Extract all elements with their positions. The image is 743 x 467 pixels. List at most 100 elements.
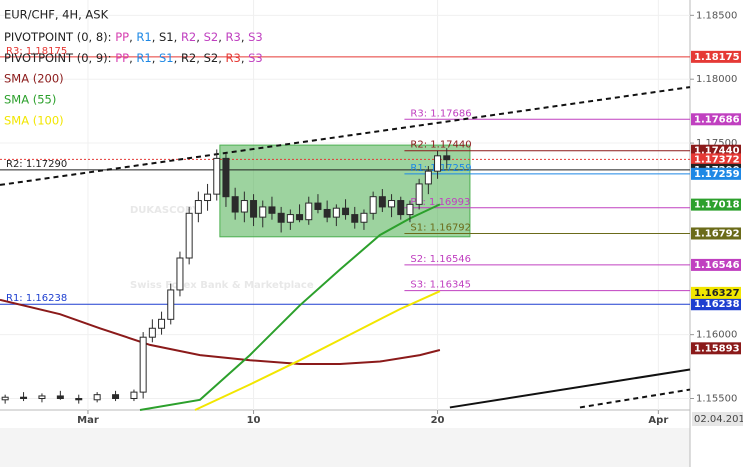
candle-body bbox=[397, 200, 405, 216]
candle-body bbox=[277, 212, 285, 223]
candle-body bbox=[388, 200, 396, 208]
legend-part: , bbox=[129, 30, 136, 44]
legend-part: PP bbox=[115, 30, 129, 44]
price-tag: 1.17259 bbox=[694, 169, 740, 180]
price-tag-bg bbox=[691, 198, 741, 211]
candle-body bbox=[185, 212, 193, 259]
legend-part: , bbox=[129, 51, 136, 65]
legend-part: S1 bbox=[159, 51, 174, 65]
trend-line bbox=[449, 368, 691, 409]
legend-part: S2 bbox=[204, 30, 219, 44]
price-tag-bg bbox=[691, 342, 741, 355]
candle-body bbox=[305, 202, 313, 221]
candle-body bbox=[286, 214, 294, 223]
price-tag: 1.17372 bbox=[694, 154, 740, 165]
price-tag-bg bbox=[691, 298, 741, 311]
sma-line bbox=[194, 290, 441, 411]
legend-part: , bbox=[174, 51, 181, 65]
candle-body bbox=[56, 395, 64, 400]
price-tag-bg bbox=[691, 50, 741, 63]
candle-body bbox=[93, 394, 101, 401]
y-tick-label: 1.18000 bbox=[696, 74, 737, 85]
candle-body bbox=[75, 398, 83, 401]
candle-body bbox=[332, 207, 340, 218]
price-tag-bg bbox=[691, 286, 741, 299]
background-layer: DUKASCOPY Swiss Forex Bank & Marketplace 1… bbox=[0, 0, 737, 426]
legend-entry: SMA (55) bbox=[4, 93, 56, 107]
pivot-label: S2: 1.16546 bbox=[410, 254, 471, 265]
overlay-layer: 1.181751.176861.174401.173721.172901.172… bbox=[4, 8, 743, 426]
candle-body bbox=[342, 207, 350, 216]
legend-part: , bbox=[218, 51, 225, 65]
candle-body bbox=[268, 206, 276, 214]
price-tag: 1.16546 bbox=[694, 260, 740, 271]
price-tag: 1.16238 bbox=[694, 299, 740, 310]
x-tick-label: 20 bbox=[431, 415, 445, 426]
legend-part: R2 bbox=[181, 51, 196, 65]
legend-part: PIVOTPOINT (0, 8): bbox=[4, 30, 115, 44]
candle-body bbox=[213, 157, 221, 195]
price-tag: 1.17686 bbox=[694, 114, 740, 125]
pivot-label: R1: 1.16238 bbox=[6, 293, 67, 304]
candle-body bbox=[139, 336, 147, 393]
legend-part: , bbox=[196, 51, 203, 65]
candle-body bbox=[240, 200, 248, 213]
watermark: Swiss Forex Bank & Marketplace bbox=[130, 280, 314, 291]
candle-body bbox=[369, 196, 377, 214]
candle-body bbox=[351, 214, 359, 223]
y-tick-label: 1.15500 bbox=[696, 394, 737, 405]
y-tick-label: 1.18500 bbox=[696, 10, 737, 21]
legend-part: , bbox=[196, 30, 203, 44]
candle-body bbox=[415, 183, 423, 205]
plot-layer: R3: 1.18175 R3: 1.17686 R2: 1.17440 R2: 1.1… bbox=[0, 46, 691, 411]
candle-body bbox=[443, 155, 451, 161]
trend-line bbox=[579, 388, 691, 409]
legend-part: S1 bbox=[159, 30, 174, 44]
pivot-label: R2: 1.17290 bbox=[6, 159, 67, 170]
watermark: DUKASCOPY bbox=[130, 205, 200, 216]
legend-entry: SMA (100) bbox=[4, 114, 64, 128]
legend-entry: SMA (200) bbox=[4, 72, 64, 86]
date-stamp: 02.04.2018 bbox=[694, 414, 743, 425]
legend-part: R1 bbox=[136, 30, 151, 44]
price-tag-bg bbox=[691, 153, 741, 166]
candle-body bbox=[112, 394, 120, 400]
date-stamp-bg bbox=[692, 412, 743, 426]
legend-part: R3 bbox=[226, 30, 241, 44]
pivot-label: S1: 1.16792 bbox=[410, 222, 471, 233]
price-tag-bg bbox=[691, 113, 741, 126]
candle-body bbox=[259, 206, 267, 218]
legend-part: , bbox=[241, 51, 248, 65]
pivot-label: R3: 1.17686 bbox=[410, 108, 471, 119]
x-tick-label: Apr bbox=[648, 415, 668, 426]
candle-body bbox=[20, 396, 28, 400]
x-tick-label: 10 bbox=[247, 415, 261, 426]
legend-part: R2 bbox=[181, 30, 196, 44]
legend-line: PIVOTPOINT (0, 9): PP, R1, S1, R2, S2, R… bbox=[4, 51, 263, 65]
candle-body bbox=[38, 395, 46, 400]
navigator-panel bbox=[0, 428, 690, 467]
sma-line bbox=[139, 203, 441, 411]
price-tag: 1.15893 bbox=[694, 343, 740, 354]
price-tag: 1.16327 bbox=[694, 288, 740, 299]
price-tag: 1.17018 bbox=[694, 200, 740, 211]
candle-body bbox=[204, 193, 212, 202]
legend-title: EUR/CHF, 4H, ASK bbox=[4, 8, 109, 22]
candle-body bbox=[360, 212, 368, 223]
legend-part: S2 bbox=[204, 51, 219, 65]
candle-body bbox=[424, 170, 432, 185]
legend-part: , bbox=[218, 30, 225, 44]
legend-part: , bbox=[152, 51, 159, 65]
x-tick-label: Mar bbox=[77, 415, 99, 426]
legend-part: PP bbox=[115, 51, 129, 65]
y-tick-label: 1.17500 bbox=[696, 138, 737, 149]
candle-body bbox=[167, 289, 175, 320]
legend-part: , bbox=[241, 30, 248, 44]
price-tag: 1.17440 bbox=[694, 146, 740, 157]
legend-part: , bbox=[174, 30, 181, 44]
legend-part: , bbox=[152, 30, 159, 44]
candle-body bbox=[1, 396, 9, 401]
legend-part: PIVOTPOINT (0, 9): bbox=[4, 51, 115, 65]
pivot-label: R2: 1.17440 bbox=[410, 140, 471, 151]
